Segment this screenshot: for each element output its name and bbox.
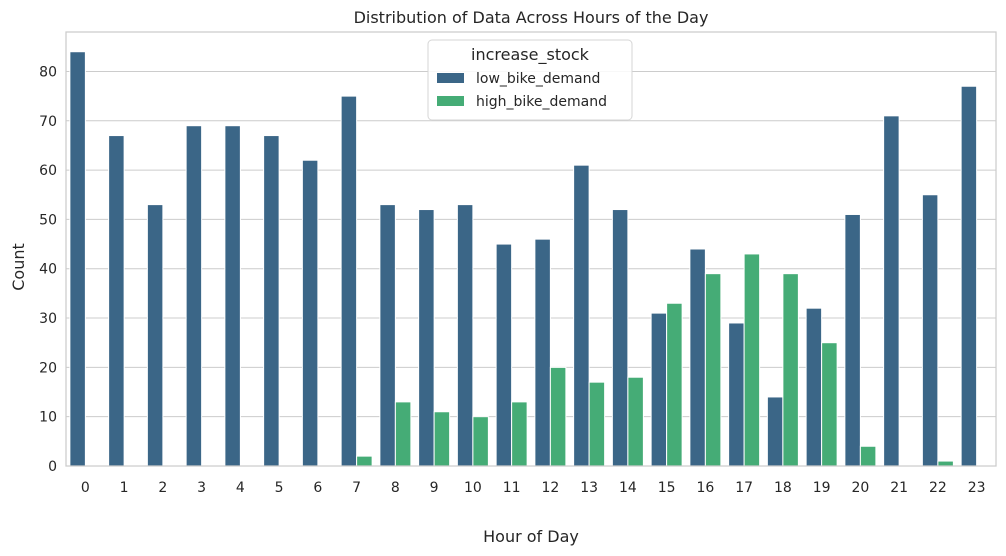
x-tick-label: 6: [313, 480, 322, 496]
bar-low-bike-demand-hour-7: [340, 95, 358, 467]
y-axis-ticks: 0 10 20 30 40 50 60 70 80: [39, 64, 57, 475]
y-tick-label: 80: [39, 64, 57, 80]
legend-swatch-high-bike-demand: [437, 96, 464, 106]
x-tick-label: 0: [81, 480, 90, 496]
bar-low-bike-demand-hour-1: [108, 135, 125, 467]
bar-low-bike-demand-hour-13: [573, 164, 590, 467]
bar-high-bike-demand-hour-14: [627, 376, 644, 467]
x-axis-ticks: 0 1 2 3 4 5 6 7 8 9 10 11 12 13 14 15 16 17 18 19 20 21 22 23: [81, 480, 986, 496]
x-tick-label: 13: [580, 480, 598, 496]
legend-label-low-bike-demand: low_bike_demand: [476, 71, 600, 87]
bar-low-bike-demand-hour-23: [960, 85, 978, 467]
bar-high-bike-demand-hour-19: [821, 342, 838, 467]
y-tick-label: 20: [39, 360, 57, 376]
chart-title: Distribution of Data Across Hours of the…: [354, 8, 709, 27]
bar-low-bike-demand-hour-4: [224, 125, 241, 467]
bar-low-bike-demand-hour-15: [650, 312, 668, 467]
y-tick-label: 0: [48, 459, 57, 475]
y-tick-label: 10: [39, 410, 57, 426]
x-tick-label: 20: [851, 480, 869, 496]
x-axis-label: Hour of Day: [483, 527, 579, 546]
x-tick-label: 2: [158, 480, 167, 496]
x-tick-label: 8: [391, 480, 400, 496]
x-tick-label: 16: [696, 480, 714, 496]
x-tick-label: 18: [774, 480, 792, 496]
y-axis-label: Count: [9, 243, 28, 291]
bar-high-bike-demand-hour-18: [782, 273, 799, 467]
y-tick-label: 30: [39, 311, 57, 327]
y-tick-label: 40: [39, 262, 57, 278]
x-tick-label: 1: [120, 480, 129, 496]
x-tick-label: 19: [813, 480, 831, 496]
x-tick-label: 3: [197, 480, 206, 496]
x-tick-label: 5: [275, 480, 284, 496]
bar-high-bike-demand-hour-10: [472, 416, 489, 467]
bar-high-bike-demand-hour-12: [549, 366, 567, 467]
x-tick-label: 12: [541, 480, 559, 496]
legend-swatch-low-bike-demand: [437, 73, 464, 83]
bar-high-bike-demand-hour-15: [666, 302, 683, 467]
x-tick-label: 17: [735, 480, 753, 496]
legend-box: [427, 39, 633, 121]
x-tick-label: 15: [658, 480, 676, 496]
bar-low-bike-demand-hour-21: [883, 115, 900, 467]
bar-low-bike-demand-hour-0: [69, 51, 86, 467]
x-tick-label: 23: [968, 480, 986, 496]
plot-border: [65, 31, 997, 467]
x-tick-label: 11: [503, 480, 521, 496]
bar-low-bike-demand-hour-3: [185, 125, 203, 467]
bar-high-bike-demand-hour-22: [937, 460, 954, 467]
legend: increase_stock low_bike_demand high_bike_d…: [427, 39, 633, 121]
bar-high-bike-demand-hour-8: [394, 401, 412, 467]
x-tick-label: 22: [929, 480, 947, 496]
bar-high-bike-demand-hour-20: [859, 445, 877, 467]
bar-low-bike-demand-hour-11: [495, 243, 513, 467]
bar-low-bike-demand-hour-9: [418, 209, 435, 467]
x-tick-label: 10: [464, 480, 482, 496]
bar-low-bike-demand-hour-5: [263, 135, 280, 467]
x-tick-label: 7: [352, 480, 361, 496]
bar-high-bike-demand-hour-17: [743, 253, 761, 467]
bar-low-bike-demand-hour-12: [534, 238, 551, 467]
bar-high-bike-demand-hour-7: [356, 455, 373, 467]
bar-low-bike-demand-hour-8: [379, 204, 396, 467]
bar-high-bike-demand-hour-13: [588, 381, 606, 467]
bar-low-bike-demand-hour-6: [301, 159, 319, 467]
bar-low-bike-demand-hour-17: [728, 322, 745, 467]
x-tick-label: 21: [890, 480, 908, 496]
bar-low-bike-demand-hour-22: [921, 194, 939, 467]
bar-low-bike-demand-hour-20: [844, 213, 861, 467]
bar-low-bike-demand-hour-10: [456, 204, 474, 467]
legend-label-high-bike-demand: high_bike_demand: [476, 94, 607, 110]
x-tick-label: 14: [619, 480, 637, 496]
y-tick-label: 60: [39, 163, 57, 179]
bar-high-bike-demand-hour-16: [704, 273, 722, 467]
y-tick-label: 50: [39, 212, 57, 228]
bar-low-bike-demand-hour-16: [689, 248, 706, 467]
bar-low-bike-demand-hour-14: [611, 209, 629, 467]
plot-frame: [65, 31, 997, 467]
bar-low-bike-demand-hour-2: [146, 204, 164, 467]
x-tick-label: 9: [430, 480, 439, 496]
bar-high-bike-demand-hour-11: [511, 401, 528, 467]
bar-high-bike-demand-hour-9: [433, 411, 451, 467]
y-tick-label: 70: [39, 114, 57, 130]
legend-title: increase_stock: [471, 45, 590, 65]
x-tick-label: 4: [236, 480, 245, 496]
bar-low-bike-demand-hour-19: [805, 307, 823, 467]
bar-low-bike-demand-hour-18: [766, 396, 784, 467]
